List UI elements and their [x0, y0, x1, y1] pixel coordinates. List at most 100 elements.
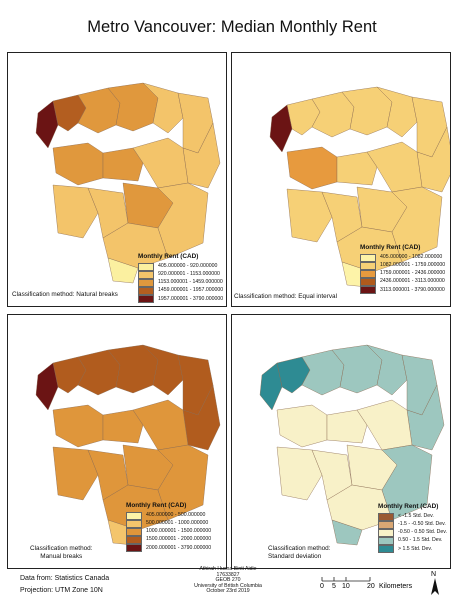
legend-label: 1957.000001 - 3790.000000	[158, 295, 224, 302]
classification-method: Classification method: Manual breaks	[30, 545, 93, 560]
projection: Projection: UTM Zone 10N	[20, 587, 103, 594]
region-vancouver-core	[52, 404, 104, 448]
legend-item: 1082.000001 - 1759.000000	[360, 261, 446, 270]
legend-item: > 1.5 Std. Dev.	[378, 545, 447, 554]
region-langley	[391, 186, 443, 263]
legend-item: -0.50 - 0.50 Std. Dev.	[378, 528, 447, 537]
legend-item: 3113.000001 - 3790.000000	[360, 286, 445, 295]
legend-label: 2436.000001 - 3113.000000	[380, 278, 445, 285]
map-panel-natural-breaks: Monthly Rent (CAD) 405.000000 - 920.0000…	[7, 52, 227, 307]
legend-label: 0.50 - 1.5 Std. Dev.	[398, 537, 443, 544]
legend: Monthly Rent (CAD) < -1.5 Std. Dev. -1.5 …	[378, 503, 447, 554]
legend-swatch	[126, 527, 142, 536]
map-regions	[269, 86, 450, 288]
region-burnaby	[102, 147, 144, 182]
choropleth-map	[35, 82, 221, 284]
author-credit: Athirah Husna Binti Aidie 17633827 GEOB …	[168, 566, 288, 595]
region-burnaby	[336, 151, 378, 186]
map-regions	[259, 344, 445, 546]
legend-label: 920.000001 - 1153.000000	[158, 271, 220, 278]
scale-bar: 0 5 10 20 Kilometers	[320, 577, 413, 590]
date: October 23rd 2019	[206, 588, 250, 595]
region-langley	[381, 444, 433, 521]
legend-swatch	[138, 262, 154, 271]
scale-tick-0: 0	[320, 583, 324, 590]
legend-swatch	[378, 520, 394, 529]
legend-title: Monthly Rent (CAD)	[126, 502, 187, 509]
legend-swatch	[138, 295, 154, 304]
region-richmond	[52, 184, 99, 239]
classification-method: Classification method: Standard deviatio…	[268, 545, 331, 560]
legend-swatch	[360, 286, 376, 295]
region-richmond	[286, 188, 333, 243]
legend-item: 1459.000001 - 1957.000000	[138, 287, 223, 296]
legend-item: 1153.000001 - 1459.000000	[138, 278, 223, 287]
legend-item: 920.000001 - 1153.000000	[138, 270, 223, 279]
legend-swatch	[360, 269, 376, 278]
legend-label: 1082.000001 - 1759.000000	[380, 262, 446, 269]
legend-swatch	[360, 278, 376, 287]
scale-unit: Kilometers	[379, 583, 413, 590]
legend-item: 2436.000001 - 3113.000000	[360, 278, 445, 287]
region-lions-bay	[259, 362, 283, 411]
region-lions-bay	[269, 104, 293, 153]
map-title: Metro Vancouver: Median Monthly Rent	[87, 18, 377, 36]
legend-swatch	[138, 278, 154, 287]
legend-item: 0.50 - 1.5 Std. Dev.	[378, 537, 447, 546]
legend-label: 1000.000001 - 1500.000000	[146, 528, 212, 535]
legend-label: 405.000000 - 1082.000000	[380, 253, 443, 260]
scale-tick-10: 10	[342, 583, 350, 590]
map-panel-standard-deviation: Monthly Rent (CAD) < -1.5 Std. Dev. -1.5 …	[231, 314, 451, 569]
legend-title: Monthly Rent (CAD)	[360, 244, 421, 251]
region-lions-bay	[35, 100, 59, 149]
legend-item: 1000.000001 - 1500.000000	[126, 527, 212, 536]
legend-item: -1.5 - -0.50 Std. Dev.	[378, 520, 447, 529]
legend-item: 500.000001 - 1000.000000	[126, 519, 211, 528]
legend-swatch	[126, 536, 142, 545]
legend: Monthly Rent (CAD) 405.000000 - 500.0000…	[126, 502, 212, 553]
legend-item: < -1.5 Std. Dev.	[378, 512, 447, 521]
region-white-rock	[107, 257, 139, 284]
legend-swatch	[378, 545, 394, 554]
region-richmond	[52, 446, 99, 501]
legend-swatch	[360, 261, 376, 270]
region-langley	[157, 182, 209, 259]
classification-method: Classification method: Natural breaks	[12, 291, 118, 298]
map-panel-manual-breaks: Monthly Rent (CAD) 405.000000 - 500.0000…	[7, 314, 227, 569]
legend-item: 405.000000 - 1082.000000	[360, 253, 445, 262]
legend-swatch	[138, 287, 154, 296]
legend-label: < -1.5 Std. Dev.	[398, 512, 434, 519]
legend-label: -1.5 - -0.50 Std. Dev.	[398, 521, 446, 528]
legend-label: 1500.000001 - 2000.000000	[146, 536, 212, 543]
legend: Monthly Rent (CAD) 405.000000 - 920.0000…	[138, 253, 224, 304]
legend-item: 405.000000 - 500.000000	[126, 511, 211, 520]
legend-item: 1500.000001 - 2000.000000	[126, 536, 212, 545]
legend-swatch	[378, 537, 394, 546]
map-regions	[35, 82, 221, 284]
region-vancouver-core	[276, 404, 328, 448]
legend: Monthly Rent (CAD) 405.000000 - 1082.000…	[360, 244, 446, 295]
legend-item: 1759.000001 - 2436.000000	[360, 269, 446, 278]
student-id: 17633827	[216, 571, 240, 578]
north-arrow-icon: N	[431, 571, 439, 595]
data-source: Data from: Statistics Canada	[20, 575, 110, 582]
legend-label: 1153.000001 - 1459.000000	[158, 279, 223, 286]
legend-swatch	[138, 270, 154, 279]
scale-tick-20: 20	[367, 583, 375, 590]
region-burnaby	[326, 409, 368, 444]
region-vancouver-core	[52, 142, 104, 186]
legend-item: 1957.000001 - 3790.000000	[138, 295, 224, 304]
region-white-rock	[331, 519, 363, 546]
legend-swatch	[126, 544, 142, 553]
legend-swatch	[126, 519, 142, 528]
legend-label: 1759.000001 - 2436.000000	[380, 270, 446, 277]
university: University of British Columbia	[194, 582, 262, 589]
legend-swatch	[378, 512, 394, 521]
legend-item: 405.000000 - 920.000000	[138, 262, 223, 271]
legend-item: 2000.000001 - 3790.000000	[126, 544, 211, 553]
legend-title: Monthly Rent (CAD)	[378, 503, 439, 510]
author-name: Athirah Husna Binti Aidie	[199, 566, 257, 572]
region-vancouver-core	[286, 146, 338, 190]
choropleth-map	[259, 344, 445, 546]
north-label: N	[431, 571, 436, 578]
